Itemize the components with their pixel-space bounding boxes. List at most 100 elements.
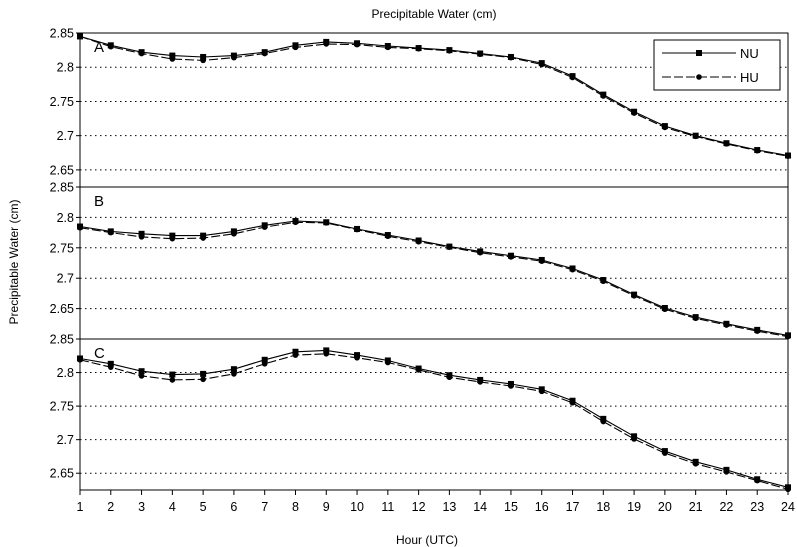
data-point-nu [261,356,268,363]
data-point-hu [538,388,545,395]
y-tick-label: 2.8 [57,366,74,380]
data-point-hu [723,141,730,147]
x-tick-label: 12 [412,500,426,514]
series-line-hu [79,35,789,157]
data-point-hu [569,399,576,406]
x-tick-label: 1 [77,500,84,514]
x-tick-label: 18 [596,500,610,514]
data-point-hu [569,266,576,273]
data-point-hu [138,234,145,240]
y-tick-label: 2.75 [50,241,74,255]
data-point-nu [169,371,176,378]
data-point-hu [785,486,791,493]
data-point-hu [200,376,206,383]
legend-box [653,39,781,91]
data-point-hu [231,54,237,61]
data-point-hu [446,244,453,250]
series-line-nu [79,220,789,336]
data-point-hu [169,56,176,62]
panel-frame [79,186,789,340]
y-tick-label: 2.85 [50,333,74,347]
data-point-hu [785,153,791,159]
y-axis-label: Precipitable Water (cm) [7,200,21,325]
legend: NU HU [653,39,781,91]
data-point-hu [538,61,545,68]
y-tick-label: 2.8 [57,61,74,75]
data-point-hu [323,350,330,357]
x-tick-label: 21 [689,500,703,514]
y-tick-label: 2.7 [57,129,74,143]
data-point-hu [261,361,268,367]
data-point-hu [600,278,607,285]
data-point-hu [600,93,607,99]
data-point-hu [107,229,114,236]
x-tick-label: 16 [535,500,549,514]
data-point-hu [200,235,206,241]
data-point-hu [169,377,176,383]
data-point-nu [138,368,145,375]
panel-c: 2.85 2.8 2.75 2.7 2.65 C [50,333,791,493]
data-point-hu [107,43,114,50]
data-point-hu [508,54,514,61]
series-line-hu [79,353,789,490]
data-point-hu [138,373,145,379]
data-point-hu [600,418,607,425]
series-line-nu [79,35,789,157]
data-point-hu [261,50,268,57]
x-tick-label: 6 [230,500,237,514]
data-point-nu [292,348,299,355]
data-point-hu [323,220,330,226]
data-point-hu [723,322,730,328]
data-point-nu [230,366,237,373]
data-point-hu [477,51,483,58]
chart-title: Precipitable Water (cm) [372,7,497,21]
y-tick-label: 2.75 [50,95,74,109]
data-point-hu [138,50,145,57]
x-tick-label: 17 [566,500,580,514]
x-tick-label: 24 [781,500,795,514]
x-tick-label: 8 [292,500,299,514]
data-point-hu [231,371,237,377]
y-tick-label: 2.75 [50,400,74,414]
data-point-hu [508,383,514,389]
data-point-hu [446,374,453,381]
data-point-hu [169,235,176,242]
y-tick-label: 2.8 [57,211,74,225]
data-point-hu [385,359,391,366]
data-point-hu [415,367,422,373]
data-point-hu [723,469,730,475]
panel-label: C [94,345,105,362]
data-point-hu [508,254,514,260]
data-point-hu [200,57,206,64]
data-point-hu [77,33,83,40]
data-point-hu [446,47,453,54]
data-point-hu [323,41,330,47]
data-point-nu [200,370,207,377]
x-tick-label: 14 [473,500,487,514]
data-point-hu [77,224,83,231]
data-point-nu [200,53,207,60]
x-tick-label: 9 [323,500,330,514]
data-point-hu [77,357,83,363]
panel-b: 2.85 2.8 2.75 2.7 2.65 B [50,181,791,340]
x-tick-label: 23 [750,500,764,514]
data-point-hu [692,133,699,140]
data-point-hu [631,293,637,299]
data-point-hu [692,315,699,322]
data-point-hu [631,436,637,442]
data-point-hu [754,328,761,334]
legend-label-hu: HU [740,70,759,85]
legend-label-nu: NU [740,46,759,61]
x-tick-label: 15 [504,500,518,514]
data-point-hu [477,379,483,385]
data-point-nu [138,230,145,237]
data-point-nu [323,347,330,354]
data-point-hu [415,45,422,52]
legend-marker-hu [696,74,702,80]
x-tick-label: 10 [350,500,364,514]
data-point-hu [662,124,668,131]
data-point-hu [662,450,668,456]
data-point-hu [292,219,299,226]
data-point-hu [415,238,422,245]
